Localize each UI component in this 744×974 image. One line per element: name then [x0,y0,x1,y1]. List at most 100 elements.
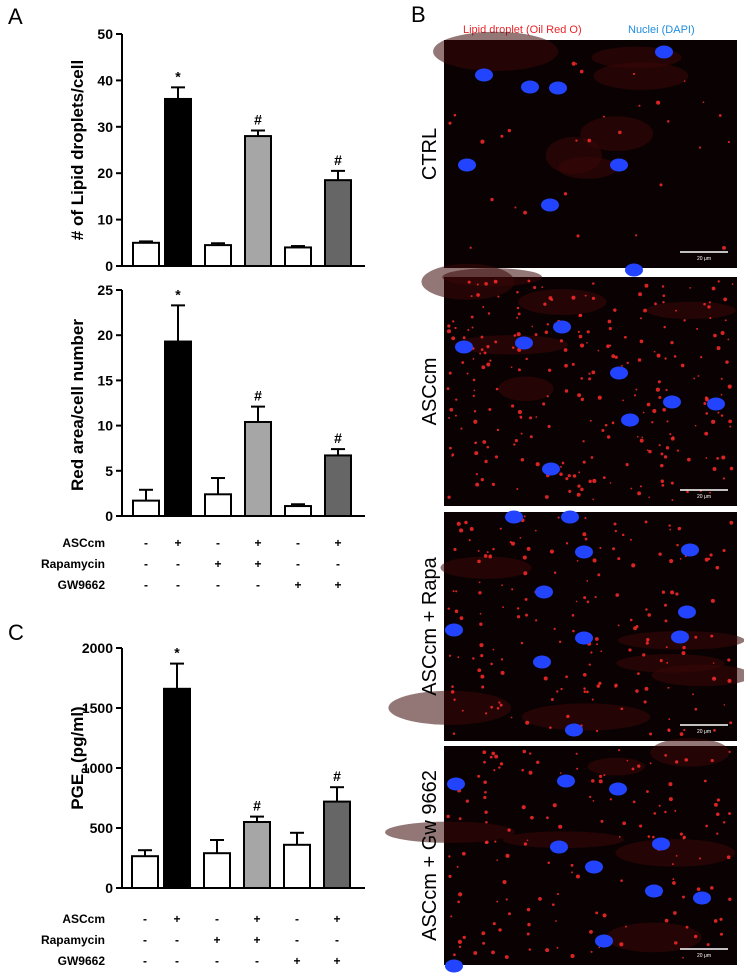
lipid-droplet [686,490,689,494]
lipid-droplet [704,431,709,436]
lipid-droplet [450,690,455,694]
lipid-droplet [477,668,482,673]
lipid-droplet [525,720,530,725]
lipid-droplet [667,729,671,733]
lipid-droplet [649,762,652,765]
lipid-droplet [564,389,569,393]
lipid-droplet [535,619,538,622]
lipid-droplet [668,782,673,787]
lipid-droplet [492,547,495,551]
lipid-droplet [642,411,645,414]
nucleus [671,630,689,644]
lipid-droplet [458,945,462,949]
y-tick-label: 25 [97,282,113,298]
lipid-droplet [446,329,452,334]
nucleus [610,158,628,172]
treatment-label: GW9662 [58,578,106,592]
lipid-droplet [546,395,549,398]
y-tick-label: 5 [105,463,113,479]
lipid-droplet [565,542,569,545]
lipid-droplet [454,326,457,330]
lipid-droplet [575,62,578,65]
lipid-droplet [476,283,479,286]
lipid-droplet [722,549,726,553]
lipid-droplet [566,714,570,719]
lipid-droplet [589,419,592,422]
treatment-sign: - [256,578,260,592]
lipid-droplet [656,100,661,105]
lipid-droplet [496,900,499,903]
nucleus [655,45,673,59]
lipid-droplet [451,320,455,323]
lipid-droplet [582,460,586,464]
lipid-droplet [602,476,606,480]
bar [324,179,352,267]
lipid-droplet [643,700,647,704]
lipid-droplet [526,839,529,842]
lipid-droplet [671,499,674,502]
treatment-sign: - [296,557,300,571]
lipid-droplet [716,798,721,802]
lipid-droplet [710,758,714,763]
lipid-droplet [461,361,465,364]
lipid-droplet [486,445,490,449]
lipid-droplet [726,855,731,860]
lipid-droplet [482,305,485,309]
lipid-droplet [453,547,457,552]
bar [244,420,272,518]
lipid-droplet [600,650,603,653]
lipid-droplet [676,543,679,547]
lipid-droplet [675,854,678,857]
lipid-droplet [523,515,526,518]
lipid-droplet [625,463,629,467]
lipid-droplet [527,922,531,927]
lipid-droplet [529,435,533,439]
lipid-droplet [582,532,587,537]
lipid-droplet [670,341,674,345]
lipid-droplet [614,355,618,359]
lipid-droplet [457,656,460,659]
lipid-droplet [571,871,574,874]
lipid-droplet [551,903,555,907]
lipid-droplet [494,754,499,759]
treatment-sign: + [253,933,260,947]
lipid-droplet [663,325,666,329]
lipid-droplet [498,766,501,769]
lipid-droplet [534,333,538,337]
lipid-droplet [588,663,591,666]
lipid-droplet [461,709,464,712]
lipid-droplet [598,681,602,686]
lipid-droplet [495,387,499,391]
lipid-droplet [484,810,488,814]
treatment-sign: + [214,557,221,571]
lipid-droplet [710,634,714,638]
lipid-droplet [720,414,724,417]
lipid-droplet [448,855,451,858]
lipid-droplet [683,728,686,732]
lipid-droplet [529,416,533,420]
treatment-sign: - [143,954,147,968]
treatment-sign: + [334,578,341,592]
lipid-droplet [712,466,717,471]
nucleus [535,585,553,599]
treatment-label: ASCcm [62,536,105,550]
treatment-sign: + [253,912,260,926]
lipid-droplet [696,327,699,330]
lipid-droplet [639,824,643,828]
lipid-droplet [727,338,730,341]
nucleus [553,320,571,334]
nucleus [533,655,551,669]
lipid-droplet [655,387,660,392]
lipid-droplet [516,332,521,337]
lipid-droplet [658,804,661,807]
lipid-droplet [727,678,732,683]
lipid-droplet [611,421,615,425]
lipid-droplet [637,491,642,496]
lipid-droplet [673,911,677,915]
lipid-droplet [613,522,617,526]
lipid-droplet [698,857,701,860]
lipid-droplet [514,206,517,209]
lipid-droplet [622,399,624,402]
lipid-droplet [664,357,667,360]
lipid-droplet [558,640,562,644]
